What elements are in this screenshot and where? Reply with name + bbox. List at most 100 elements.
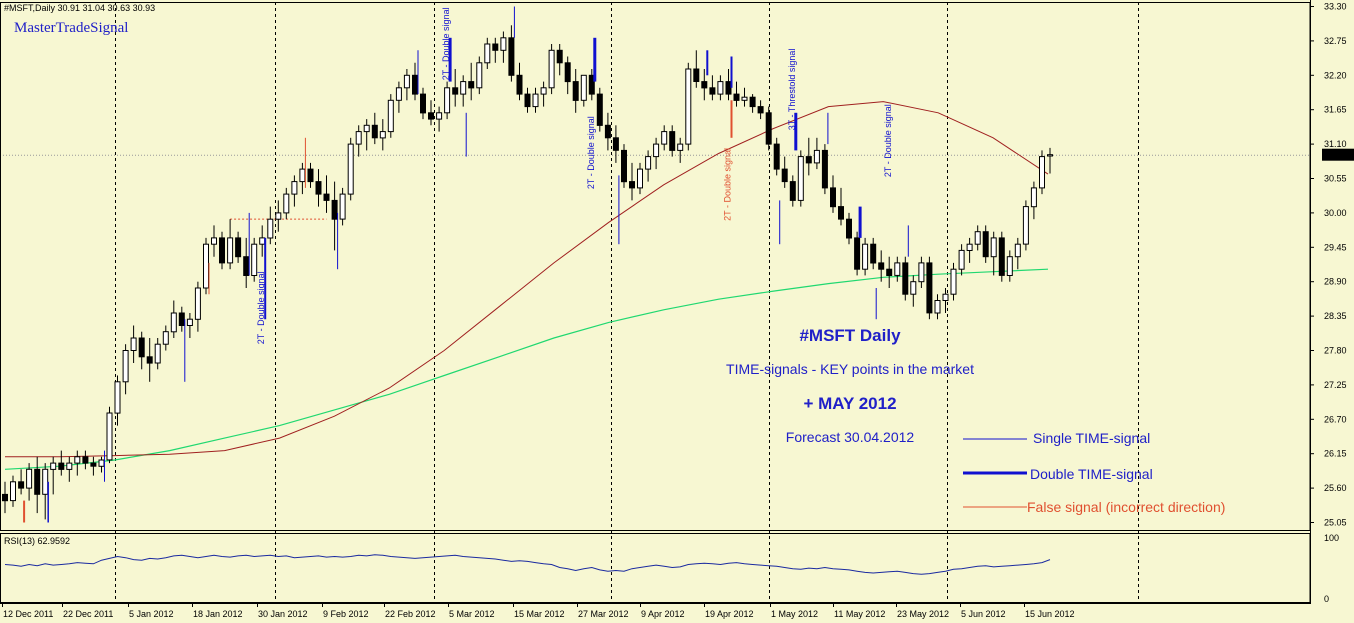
legend-single-label: Single TIME-signal: [1033, 430, 1150, 446]
forecast-subtitle: TIME-signals - KEY points in the market: [726, 361, 974, 377]
bull-candle-body: [194, 287, 201, 320]
candle: [2, 481, 8, 514]
candle: [862, 237, 869, 276]
candle: [130, 325, 137, 363]
candle: [66, 456, 73, 482]
bull-candle-body: [227, 237, 234, 264]
date-tick-label: 9 Feb 2012: [323, 609, 369, 619]
candle: [500, 31, 507, 63]
bear-candle-body: [669, 131, 676, 151]
bear-candle-body: [82, 456, 89, 464]
bull-candle-body: [436, 112, 443, 120]
bear-candle-body: [789, 181, 796, 201]
rsi-label: RSI(13) 62.9592: [4, 536, 70, 546]
candle: [307, 162, 314, 188]
bull-candle-body: [1006, 256, 1013, 277]
bear-candle-body: [524, 93, 531, 108]
candle: [251, 237, 258, 282]
candle: [162, 325, 169, 351]
bear-candle-body: [709, 87, 716, 95]
bull-candle-body: [717, 81, 724, 95]
candle: [870, 237, 877, 270]
candle: [572, 69, 579, 113]
bear-candle-body: [564, 62, 571, 83]
bear-candle-body: [733, 93, 740, 101]
price-tick-label: 30.00: [1324, 208, 1347, 218]
bull-candle-body: [894, 262, 901, 276]
candle: [934, 294, 941, 320]
candle: [661, 125, 668, 151]
candle: [460, 75, 467, 107]
signal-label: 2T - Double signal: [586, 116, 596, 189]
bull-candle-body: [211, 237, 217, 245]
bear-candle-body: [870, 243, 877, 264]
bear-candle-body: [2, 493, 8, 502]
bull-candle-body: [339, 193, 346, 220]
date-tick-label: 9 Apr 2012: [641, 609, 685, 619]
price-tick-label: 25.60: [1324, 483, 1347, 493]
bear-candle-body: [58, 462, 65, 470]
candle: [781, 156, 788, 188]
candle: [805, 137, 812, 176]
candle: [315, 169, 322, 207]
candle: [789, 175, 796, 207]
bull-candle-body: [283, 193, 290, 214]
bull-candle-body: [291, 181, 298, 195]
candle: [653, 137, 660, 170]
bull-candle-body: [460, 81, 467, 95]
forecast-date: Forecast 30.04.2012: [786, 429, 915, 445]
candle: [34, 456, 41, 514]
candle: [990, 231, 997, 276]
signals-layer: 2T - Double signal 2T - Double signal 2T -…: [23, 6, 909, 523]
bear-candle-body: [821, 149, 828, 189]
bull-candle-body: [1039, 156, 1045, 189]
date-tick-label: 15 Mar 2012: [514, 609, 565, 619]
bull-candle-body: [958, 249, 965, 270]
bull-candle-body: [106, 412, 113, 461]
bear-candle-body: [492, 43, 499, 51]
bear-candle-body: [629, 181, 635, 189]
watermark: MasterTradeSignal: [14, 20, 128, 36]
candle: [82, 450, 89, 470]
bear-candle-body: [452, 87, 459, 95]
bear-candle-body: [307, 168, 314, 183]
candle: [387, 94, 394, 138]
price-tick-label: 29.45: [1324, 242, 1347, 252]
forecast-title: #MSFT Daily: [799, 326, 901, 345]
candle: [524, 87, 531, 113]
candle: [950, 262, 957, 301]
bear-candle-body: [572, 81, 579, 101]
bear-candle-body: [331, 199, 338, 220]
candle: [428, 100, 434, 126]
candle: [621, 144, 627, 188]
bear-candle-body: [878, 262, 885, 270]
candle: [1022, 200, 1029, 251]
candle: [693, 50, 700, 88]
candle: [211, 225, 217, 257]
bull-candle-body: [299, 168, 306, 183]
bull-candle-body: [942, 293, 949, 302]
date-tick-label: 5 Jan 2012: [129, 609, 174, 619]
candle: [709, 75, 716, 101]
bear-candle-body: [178, 312, 185, 326]
candle: [508, 25, 515, 82]
candle: [741, 87, 748, 107]
candle: [749, 94, 756, 113]
candle: [540, 81, 547, 107]
candle: [821, 144, 828, 195]
candle: [942, 288, 949, 313]
bear-candle-body: [838, 206, 844, 220]
bull-candle-body: [170, 312, 177, 333]
candle: [484, 37, 491, 69]
candle: [58, 450, 65, 476]
candle: [347, 137, 354, 201]
price-tick-label: 26.70: [1324, 414, 1347, 424]
bull-candle-body: [580, 74, 587, 101]
bull-candle-body: [476, 62, 483, 89]
candle: [203, 237, 209, 295]
date-tick-label: 19 Apr 2012: [705, 609, 754, 619]
candle: [604, 112, 611, 151]
bull-candle-body: [259, 237, 266, 245]
candle: [452, 69, 459, 107]
